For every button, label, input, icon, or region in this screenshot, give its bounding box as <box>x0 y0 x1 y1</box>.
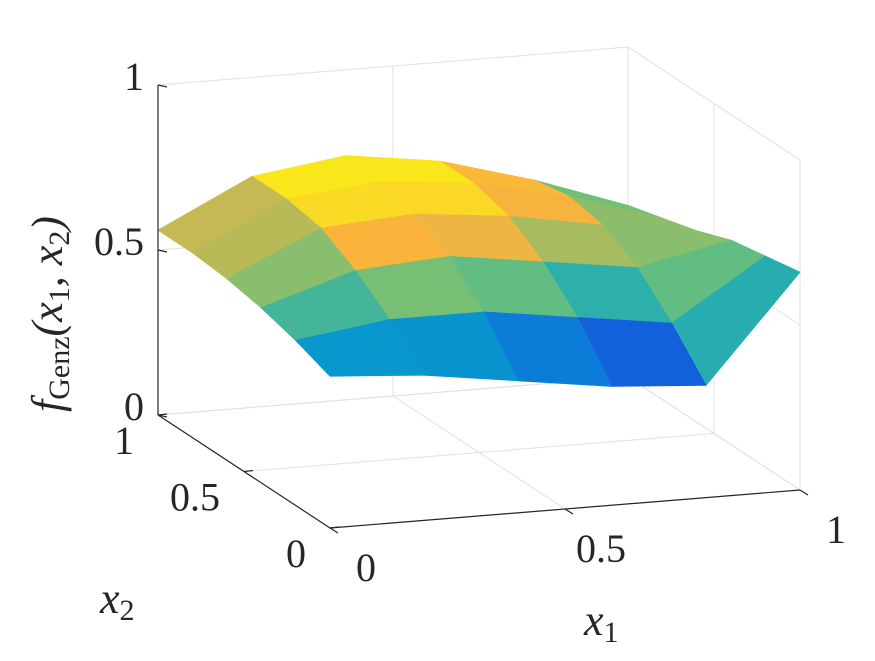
grid-line <box>627 46 801 161</box>
tick-mark <box>157 414 168 418</box>
surface-patch <box>294 319 425 377</box>
x-axis-label: x1 <box>583 596 619 649</box>
tick-mark <box>157 249 168 253</box>
y-tick-label: 0.5 <box>170 475 220 520</box>
z-tick-label: 0.5 <box>94 219 144 264</box>
surface <box>157 155 801 387</box>
tick-mark <box>564 508 574 515</box>
z-label-part: (x <box>23 302 72 337</box>
grid-line <box>157 376 629 416</box>
x-tick-label: 0.5 <box>576 526 626 571</box>
tick-mark <box>157 84 168 88</box>
z-label-sub: 2 <box>43 231 76 246</box>
tick-mark <box>329 526 340 529</box>
x-label-main: x <box>583 596 604 645</box>
tick-mark <box>243 469 254 473</box>
y-axis-label: x2 <box>99 574 135 627</box>
z-axis-label: fGenz(x1, x2) <box>23 216 76 412</box>
x-tick-label: 1 <box>826 507 846 552</box>
x-tick-label: 0 <box>356 545 376 590</box>
z-label-part: ) <box>23 216 72 234</box>
y-tick-label: 0 <box>286 531 306 576</box>
y-tick-label: 1 <box>114 418 134 463</box>
tick-mark <box>799 489 809 496</box>
z-label-part: , x <box>23 245 72 287</box>
y-label-sub: 2 <box>120 594 135 627</box>
y-label-main: x <box>99 574 120 623</box>
z-tick-label: 0 <box>124 384 144 429</box>
z-label-sub: 1 <box>43 287 76 302</box>
tick-mark <box>329 527 339 534</box>
x-label-sub: 1 <box>604 616 619 649</box>
z-tick-label: 1 <box>124 54 144 99</box>
grid-line <box>627 376 801 491</box>
z-label-sub: Genz <box>43 336 76 399</box>
grid-line <box>243 433 715 472</box>
grid-line <box>157 46 629 86</box>
